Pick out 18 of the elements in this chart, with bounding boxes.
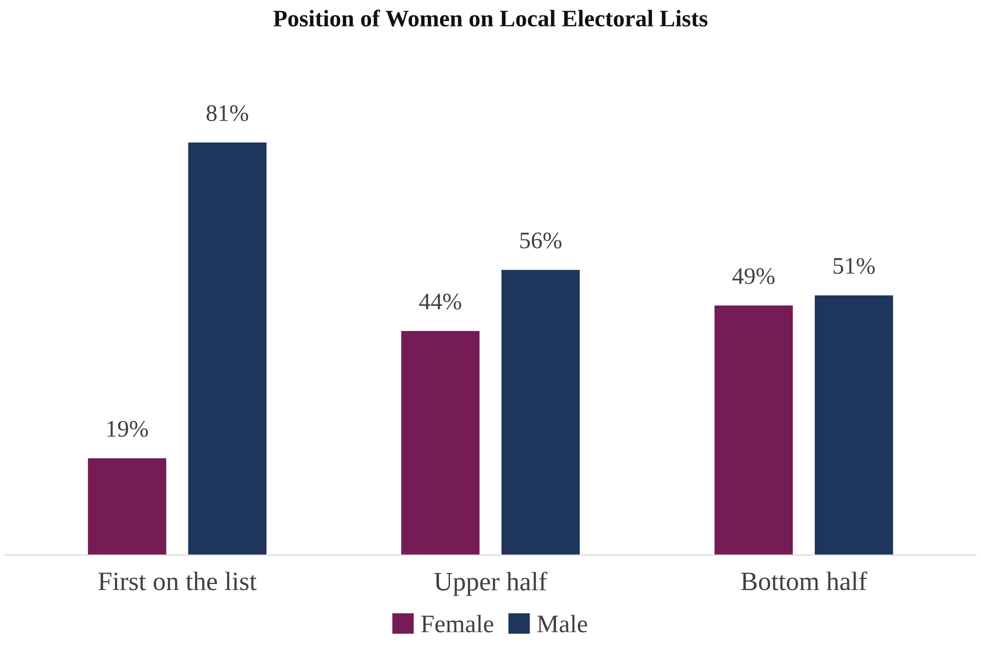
legend-label: Female (421, 614, 494, 632)
bar (814, 295, 894, 556)
bar (501, 270, 580, 556)
data-label: 44% (419, 294, 462, 310)
data-label: 81% (206, 105, 248, 122)
data-label: 56% (520, 232, 562, 248)
x-tick-label: Bottom half (741, 571, 868, 590)
bar (714, 306, 793, 556)
data-label: 49% (732, 268, 774, 284)
x-tick-label: Upper half (434, 572, 548, 596)
bar (188, 142, 266, 556)
x-tick-label: First on the list (98, 572, 257, 590)
data-label: 51% (834, 258, 875, 274)
chart-title: Position of Women on Local Electoral Lists (273, 10, 708, 27)
bar (401, 330, 480, 556)
data-label: 19% (108, 420, 148, 437)
bar (88, 458, 166, 556)
legend-label: Male (537, 614, 588, 632)
